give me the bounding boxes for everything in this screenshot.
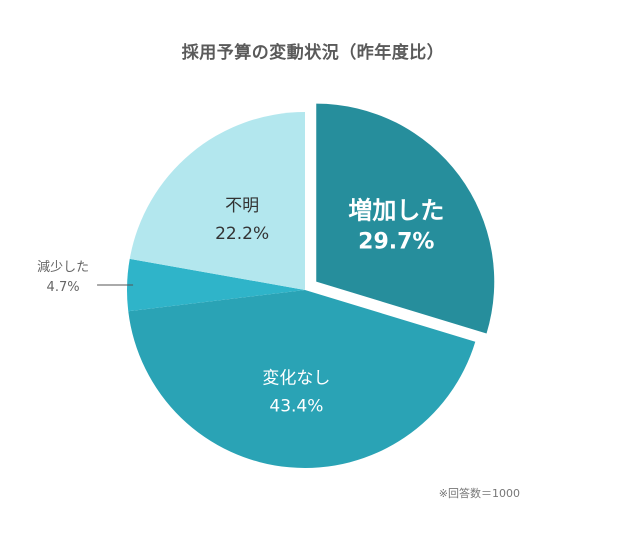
slice-value-4: 22.2% — [215, 224, 269, 244]
pie-slice-3 — [126, 258, 305, 312]
chart-title: 採用予算の変動状況（昨年度比） — [181, 43, 445, 63]
slice-value-3: 4.7% — [47, 280, 80, 295]
sample-size-note: ※回答数＝1000 — [438, 487, 520, 500]
slice-value-1: 29.7% — [358, 229, 434, 254]
slice-label-3: 減少した — [37, 259, 89, 275]
pie-slice-1 — [316, 103, 495, 334]
slice-label-2: 変化なし — [262, 369, 330, 389]
slice-value-2: 43.4% — [269, 397, 323, 417]
slice-label-4: 不明 — [225, 196, 259, 216]
pie-slice-2 — [128, 290, 476, 468]
pie-slice-4 — [129, 112, 305, 290]
slice-label-1: 増加した — [348, 196, 444, 224]
